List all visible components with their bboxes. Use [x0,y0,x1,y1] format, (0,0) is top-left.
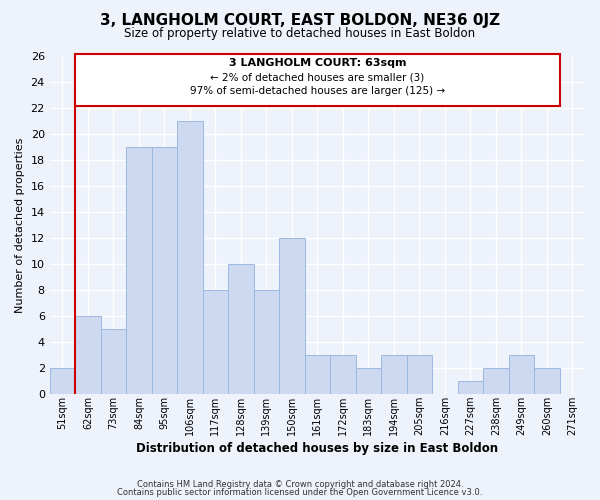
Bar [305,355,330,394]
Bar [50,368,75,394]
Bar [356,368,381,394]
Bar [407,355,432,394]
Text: 3, LANGHOLM COURT, EAST BOLDON, NE36 0JZ: 3, LANGHOLM COURT, EAST BOLDON, NE36 0JZ [100,12,500,28]
Bar [254,290,279,394]
Bar [381,355,407,394]
Bar [228,264,254,394]
Bar [152,148,177,394]
Bar [75,316,101,394]
X-axis label: Distribution of detached houses by size in East Boldon: Distribution of detached houses by size … [136,442,499,455]
FancyBboxPatch shape [75,54,560,106]
Y-axis label: Number of detached properties: Number of detached properties [15,138,25,313]
Text: 3 LANGHOLM COURT: 63sqm: 3 LANGHOLM COURT: 63sqm [229,58,406,68]
Bar [509,355,534,394]
Text: Contains HM Land Registry data © Crown copyright and database right 2024.: Contains HM Land Registry data © Crown c… [137,480,463,489]
Bar [126,148,152,394]
Bar [279,238,305,394]
Text: Size of property relative to detached houses in East Boldon: Size of property relative to detached ho… [124,28,476,40]
Text: ← 2% of detached houses are smaller (3): ← 2% of detached houses are smaller (3) [210,72,424,82]
Bar [483,368,509,394]
Bar [458,381,483,394]
Bar [177,122,203,394]
Bar [534,368,560,394]
Text: Contains public sector information licensed under the Open Government Licence v3: Contains public sector information licen… [118,488,482,497]
Bar [101,329,126,394]
Bar [330,355,356,394]
Text: 97% of semi-detached houses are larger (125) →: 97% of semi-detached houses are larger (… [190,86,445,96]
Bar [203,290,228,394]
